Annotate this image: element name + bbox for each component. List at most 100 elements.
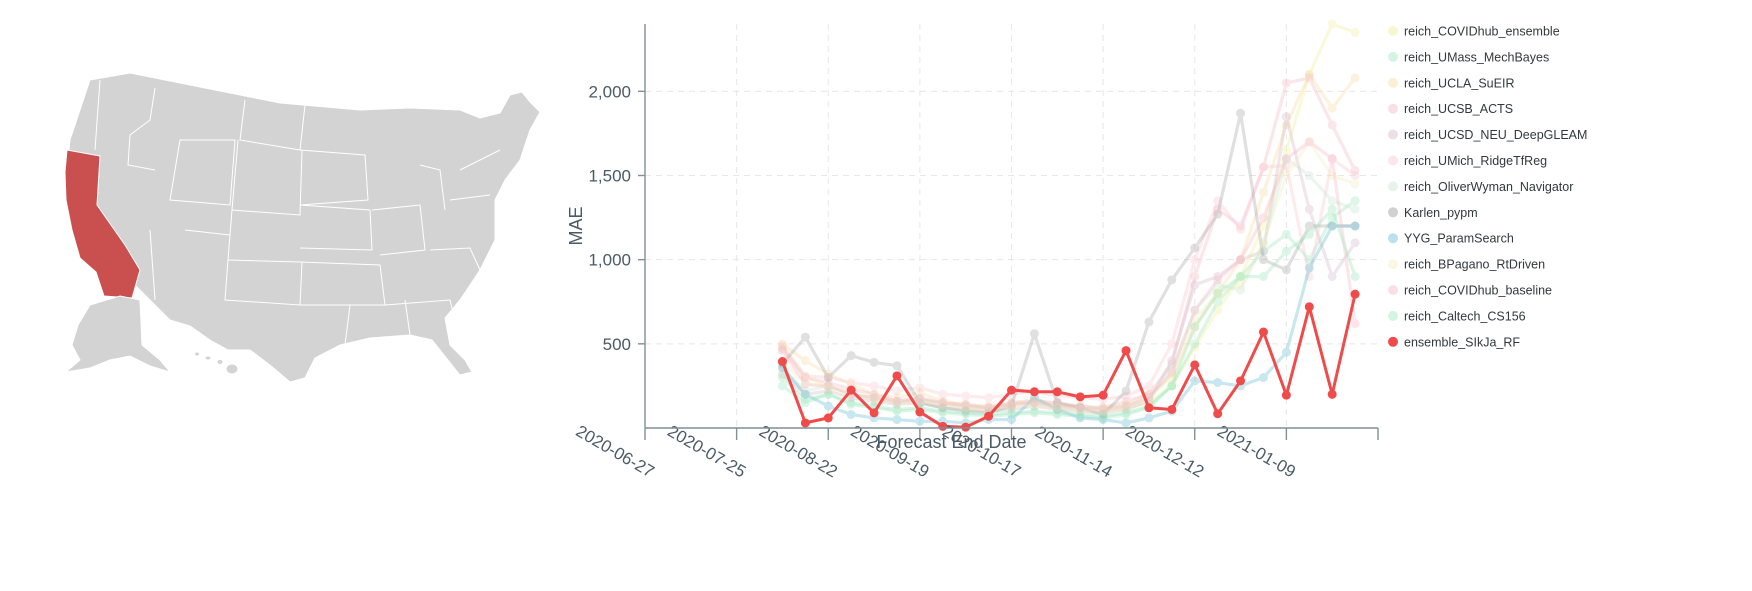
- data-point[interactable]: [1029, 399, 1039, 409]
- data-point[interactable]: [823, 369, 833, 379]
- data-point[interactable]: [1075, 413, 1085, 423]
- data-point[interactable]: [1007, 410, 1016, 420]
- data-point[interactable]: [1052, 399, 1062, 409]
- series-lines[interactable]: [777, 19, 1360, 432]
- data-point[interactable]: [823, 383, 833, 393]
- series-reich_UCLA_SuEIR[interactable]: [777, 70, 1360, 413]
- data-point[interactable]: [1007, 398, 1016, 408]
- data-point[interactable]: [938, 399, 948, 409]
- data-point[interactable]: [1350, 221, 1360, 231]
- data-point[interactable]: [1121, 386, 1131, 396]
- data-point[interactable]: [1144, 389, 1154, 399]
- data-point[interactable]: [1190, 342, 1200, 352]
- data-point[interactable]: [777, 357, 787, 367]
- data-point[interactable]: [1304, 221, 1314, 231]
- data-point[interactable]: [1075, 403, 1085, 413]
- data-point[interactable]: [1075, 406, 1085, 416]
- data-point[interactable]: [1213, 209, 1223, 219]
- data-point[interactable]: [846, 378, 856, 388]
- data-point[interactable]: [1098, 404, 1108, 414]
- data-point[interactable]: [984, 411, 994, 421]
- series-line[interactable]: [781, 157, 1357, 401]
- data-point[interactable]: [961, 399, 971, 409]
- data-point[interactable]: [1258, 327, 1268, 337]
- data-point[interactable]: [984, 403, 994, 413]
- data-point[interactable]: [1281, 390, 1291, 400]
- data-point[interactable]: [915, 388, 925, 398]
- data-point[interactable]: [1304, 302, 1314, 312]
- data-point[interactable]: [823, 413, 833, 423]
- data-point[interactable]: [984, 403, 994, 413]
- data-point[interactable]: [1167, 381, 1177, 391]
- data-point[interactable]: [1281, 145, 1291, 155]
- data-point[interactable]: [1281, 154, 1291, 164]
- data-point[interactable]: [1121, 401, 1131, 411]
- series-line[interactable]: [781, 72, 1357, 410]
- legend-item[interactable]: reich_UCLA_SuEIR: [1388, 76, 1514, 90]
- data-point[interactable]: [1167, 373, 1177, 382]
- data-point[interactable]: [1327, 154, 1337, 164]
- legend-item[interactable]: reich_UCSB_ACTS: [1388, 102, 1513, 116]
- data-point[interactable]: [1007, 399, 1016, 409]
- data-point[interactable]: [892, 415, 902, 425]
- data-point[interactable]: [1350, 165, 1360, 175]
- data-point[interactable]: [800, 389, 810, 399]
- data-point[interactable]: [1075, 401, 1085, 411]
- data-point[interactable]: [1190, 280, 1200, 290]
- data-point[interactable]: [1327, 213, 1337, 223]
- data-point[interactable]: [1007, 401, 1016, 411]
- data-point[interactable]: [1029, 408, 1039, 418]
- data-point[interactable]: [1144, 403, 1154, 413]
- data-point[interactable]: [1029, 329, 1039, 339]
- data-point[interactable]: [1007, 385, 1016, 395]
- data-point[interactable]: [938, 389, 948, 399]
- data-point[interactable]: [1213, 275, 1223, 285]
- data-point[interactable]: [1236, 272, 1246, 281]
- data-point[interactable]: [1190, 360, 1200, 370]
- data-point[interactable]: [1190, 305, 1200, 315]
- data-point[interactable]: [777, 381, 787, 391]
- data-point[interactable]: [915, 407, 925, 417]
- data-point[interactable]: [1327, 103, 1337, 113]
- data-point[interactable]: [1327, 221, 1337, 231]
- data-point[interactable]: [915, 394, 925, 404]
- series-line[interactable]: [781, 140, 1357, 412]
- data-point[interactable]: [1304, 263, 1314, 273]
- data-point[interactable]: [1236, 285, 1246, 295]
- data-point[interactable]: [892, 361, 902, 371]
- data-point[interactable]: [1304, 229, 1314, 239]
- series-reich_COVIDhub_baseline[interactable]: [777, 137, 1360, 414]
- data-point[interactable]: [1327, 272, 1337, 281]
- data-point[interactable]: [1075, 403, 1085, 413]
- data-point[interactable]: [869, 381, 879, 391]
- series-reich_OliverWyman_Navigator[interactable]: [777, 154, 1360, 414]
- data-point[interactable]: [1052, 387, 1062, 397]
- data-point[interactable]: [1190, 243, 1200, 253]
- data-point[interactable]: [892, 396, 902, 406]
- data-point[interactable]: [800, 386, 810, 396]
- data-point[interactable]: [800, 394, 810, 404]
- data-point[interactable]: [1213, 409, 1223, 419]
- data-point[interactable]: [1327, 204, 1337, 214]
- data-point[interactable]: [823, 389, 833, 399]
- series-YYG_ParamSearch[interactable]: [777, 221, 1360, 428]
- data-point[interactable]: [1281, 120, 1291, 130]
- legend-item[interactable]: ensemble_SIkJa_RF: [1388, 335, 1520, 349]
- data-point[interactable]: [1052, 403, 1062, 413]
- data-point[interactable]: [892, 393, 902, 403]
- data-point[interactable]: [800, 379, 810, 389]
- data-point[interactable]: [1327, 171, 1337, 180]
- legend-item[interactable]: reich_COVIDhub_ensemble: [1388, 25, 1560, 39]
- data-point[interactable]: [1281, 246, 1291, 256]
- data-point[interactable]: [961, 404, 971, 414]
- data-point[interactable]: [1052, 403, 1062, 413]
- data-point[interactable]: [938, 399, 948, 409]
- data-point[interactable]: [1121, 396, 1131, 406]
- data-point[interactable]: [1281, 154, 1291, 164]
- series-line[interactable]: [781, 115, 1357, 415]
- data-point[interactable]: [1281, 265, 1291, 275]
- data-point[interactable]: [869, 408, 879, 418]
- data-point[interactable]: [1304, 255, 1314, 265]
- data-point[interactable]: [1007, 401, 1016, 411]
- data-point[interactable]: [1098, 408, 1108, 418]
